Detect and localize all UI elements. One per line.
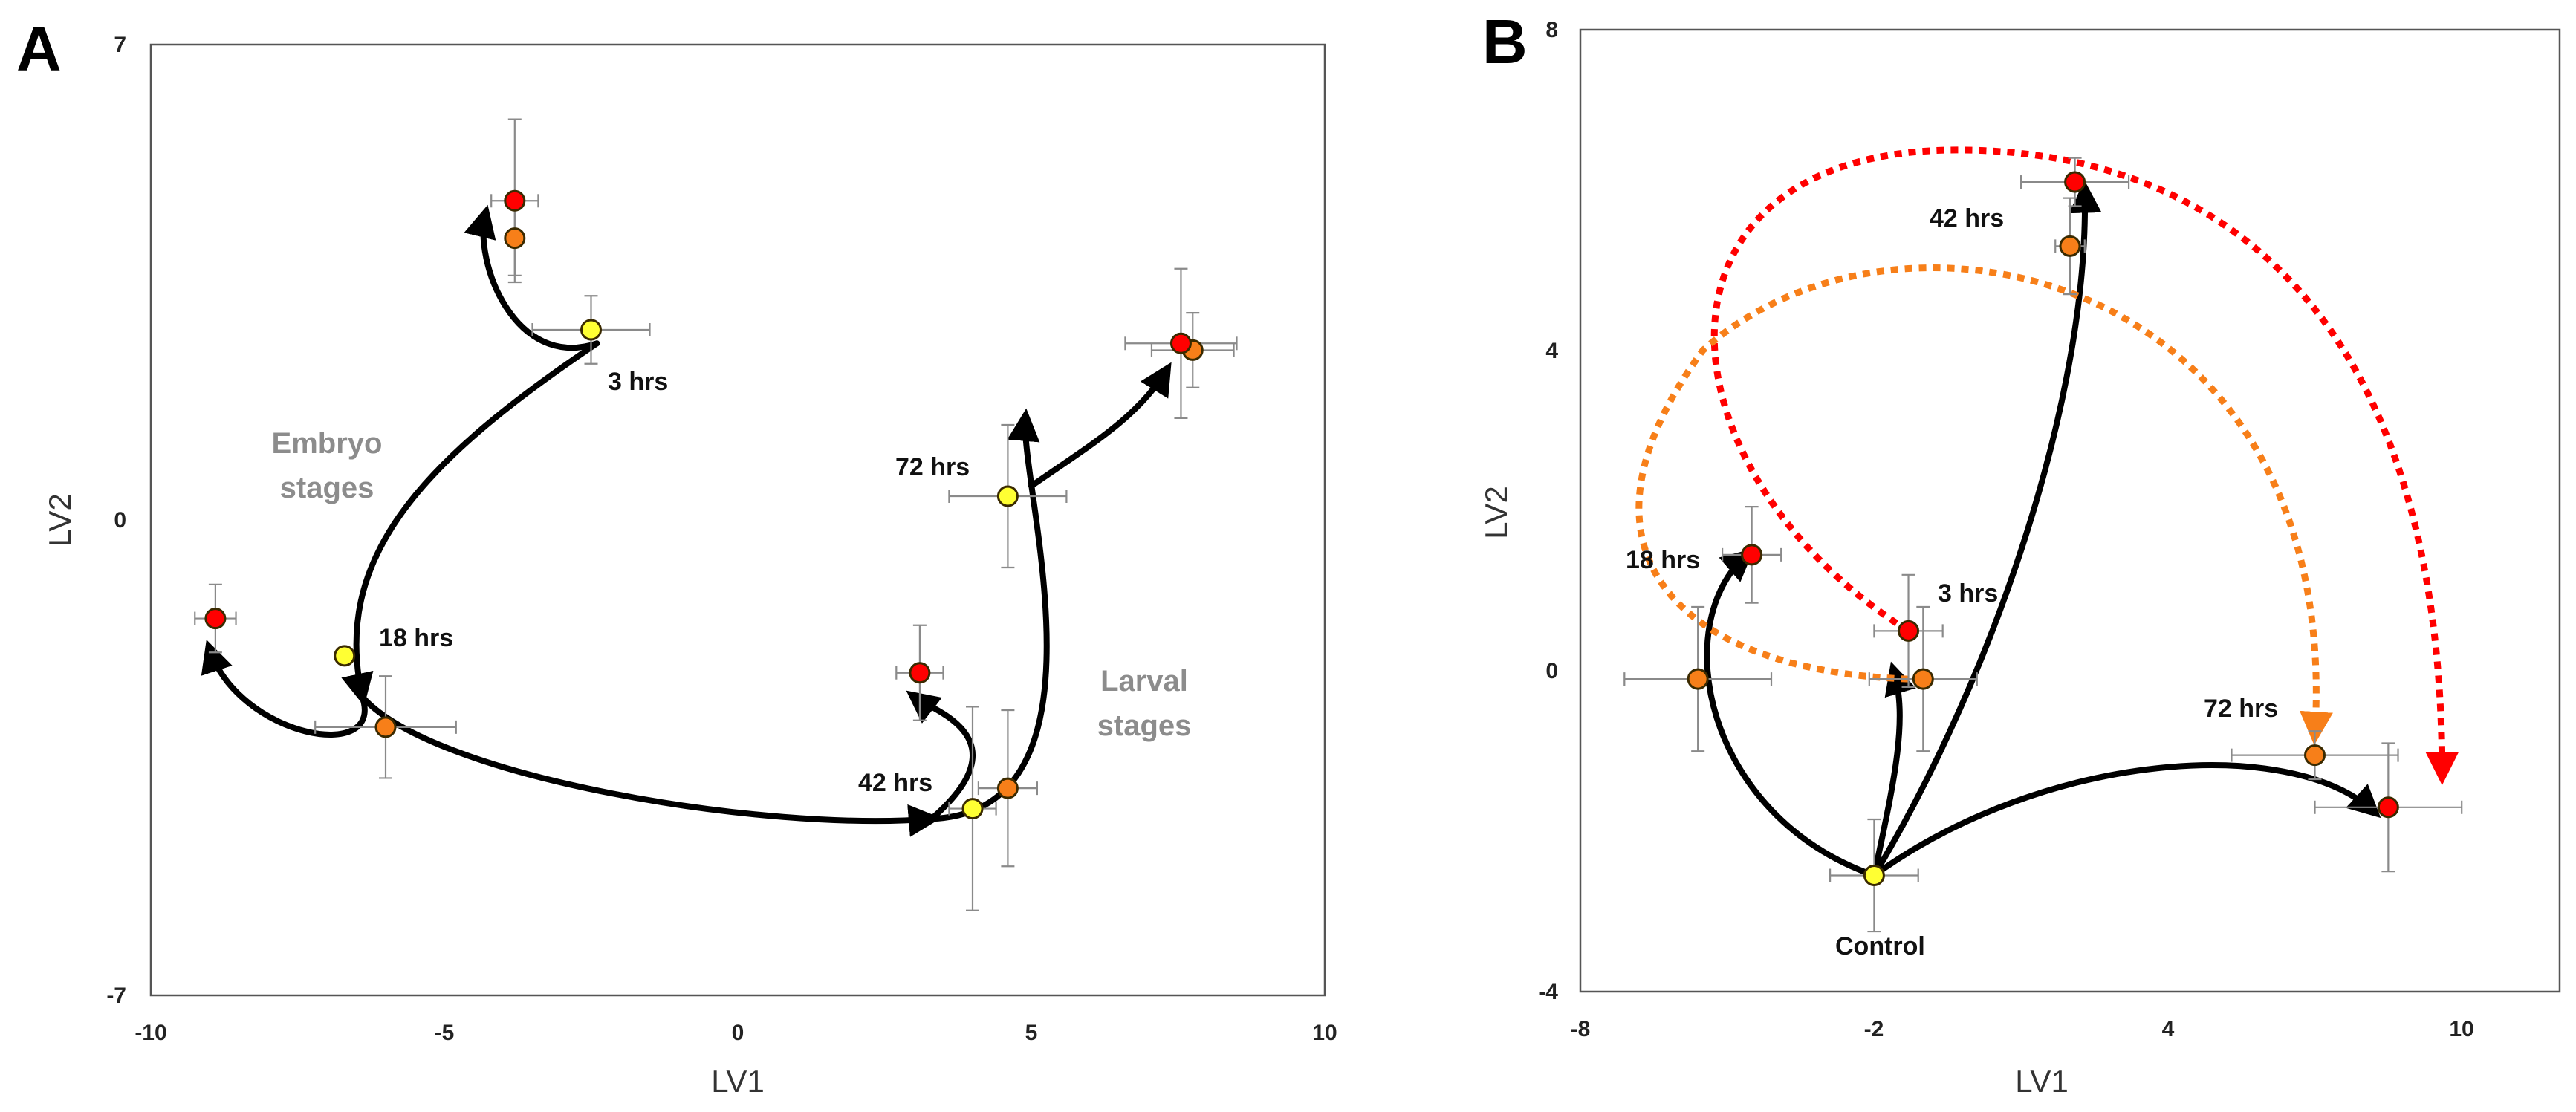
data-point-red — [204, 608, 227, 630]
data-point-orange — [2059, 235, 2081, 257]
data-point-red — [2064, 171, 2086, 193]
panel-a-y-ticks: 7 0 -7 — [106, 33, 126, 1008]
embryo-stages-label-line2: stages — [280, 472, 374, 504]
larval-stages-label-line1: Larval — [1100, 665, 1188, 698]
trajectory-arrow-orange — [1635, 264, 2333, 746]
x-tick-label: 0 — [732, 1021, 744, 1045]
data-point-yellow — [1863, 865, 1885, 887]
y-tick-label: 0 — [1545, 659, 1558, 683]
annotation-18-hrs: 18 hrs — [1626, 546, 1700, 574]
annotation-72-hrs: 72 hrs — [895, 453, 970, 481]
panel-b-points — [1687, 171, 2399, 887]
trajectory-arrow-black — [928, 408, 1050, 822]
data-point-red — [909, 662, 931, 684]
data-point-orange — [504, 227, 526, 250]
trajectory-arrow-black — [1871, 661, 1916, 879]
panel-b-x-ticks: -8 -2 4 10 — [1571, 1017, 2474, 1041]
panel-a-x-axis-label: LV1 — [711, 1064, 765, 1099]
data-point-orange — [374, 716, 397, 738]
x-tick-label: -10 — [134, 1021, 166, 1045]
annotation-3-hrs: 3 hrs — [608, 368, 668, 396]
x-tick-label: 5 — [1025, 1021, 1038, 1045]
panel-a-trajectory-arrows — [201, 204, 1172, 837]
annotation-72-hrs: 72 hrs — [2204, 695, 2278, 723]
data-point-orange — [2304, 744, 2326, 767]
trajectory-arrow-black — [201, 640, 368, 738]
data-point-orange — [996, 777, 1019, 799]
y-tick-label: 0 — [114, 508, 126, 533]
x-tick-label: 4 — [2162, 1017, 2175, 1041]
panel-a-y-axis-label: LV2 — [42, 493, 77, 547]
embryo-stages-label-line1: Embryo — [272, 427, 383, 460]
y-tick-label: -7 — [106, 983, 126, 1008]
panel-a-letter: A — [16, 14, 62, 84]
panel-a-x-ticks: -10 -5 0 5 10 — [134, 1021, 1337, 1045]
y-tick-label: 8 — [1545, 18, 1558, 42]
y-tick-label: 4 — [1545, 339, 1558, 363]
panel-b-annotations: 42 hrs 18 hrs 3 hrs 72 hrs Control — [1626, 204, 2278, 960]
data-point-red — [1741, 544, 1763, 566]
data-point-yellow — [580, 319, 602, 341]
annotation-18-hrs: 18 hrs — [379, 624, 453, 652]
data-point-red — [1169, 332, 1192, 354]
trajectory-arrow-black — [1704, 548, 1878, 879]
x-tick-label: 10 — [2449, 1017, 2473, 1041]
x-tick-label: 10 — [1312, 1021, 1337, 1045]
trajectory-arrow-black — [359, 693, 941, 837]
data-point-red — [1898, 620, 1920, 642]
panel-b-y-ticks: 8 4 0 -4 — [1538, 18, 1558, 1004]
panel-a: A 7 0 -7 -10 -5 0 5 10 LV1 LV2 3 hrs 18 … — [16, 14, 1337, 1099]
data-point-orange — [1687, 668, 1709, 690]
annotation-42-hrs: 42 hrs — [858, 769, 932, 797]
annotation-control: Control — [1835, 932, 1925, 960]
data-point-yellow — [334, 645, 356, 667]
panel-b-letter: B — [1482, 7, 1528, 77]
panel-a-points — [204, 189, 1204, 820]
data-point-yellow — [996, 485, 1019, 507]
panel-b: B 8 4 0 -4 -8 -2 4 10 LV1 LV2 42 hrs 18 … — [1479, 7, 2561, 1099]
panel-b-x-axis-label: LV1 — [2015, 1064, 2069, 1099]
panel-b-y-axis-label: LV2 — [1479, 486, 1514, 539]
annotation-3-hrs: 3 hrs — [1938, 579, 1998, 608]
trajectory-arrow-black — [464, 204, 600, 351]
trajectory-arrow-red — [1710, 146, 2459, 786]
data-point-orange — [1912, 668, 1934, 690]
y-tick-label: -4 — [1538, 980, 1558, 1004]
annotation-42-hrs: 42 hrs — [1930, 204, 2004, 233]
panel-a-annotations: 3 hrs 18 hrs 42 hrs 72 hrs Embryo stages… — [272, 368, 1192, 797]
x-tick-label: -8 — [1571, 1017, 1591, 1041]
larval-stages-label-line2: stages — [1097, 709, 1192, 742]
trajectory-arrow-black — [341, 340, 600, 706]
x-tick-label: -2 — [1864, 1017, 1884, 1041]
data-point-red — [2377, 796, 2399, 819]
data-point-yellow — [961, 798, 984, 820]
panel-a-plot-area — [149, 43, 1326, 997]
trajectory-arrow-black — [906, 690, 976, 822]
y-tick-label: 7 — [114, 33, 126, 57]
panel-b-trajectory-arrows — [1635, 146, 2459, 879]
trajectory-arrow-black — [1028, 362, 1172, 490]
data-point-red — [504, 189, 526, 212]
trajectory-arrow-black — [1871, 180, 2102, 879]
x-tick-label: -5 — [435, 1021, 455, 1045]
trajectory-arrow-black — [1871, 762, 2381, 879]
